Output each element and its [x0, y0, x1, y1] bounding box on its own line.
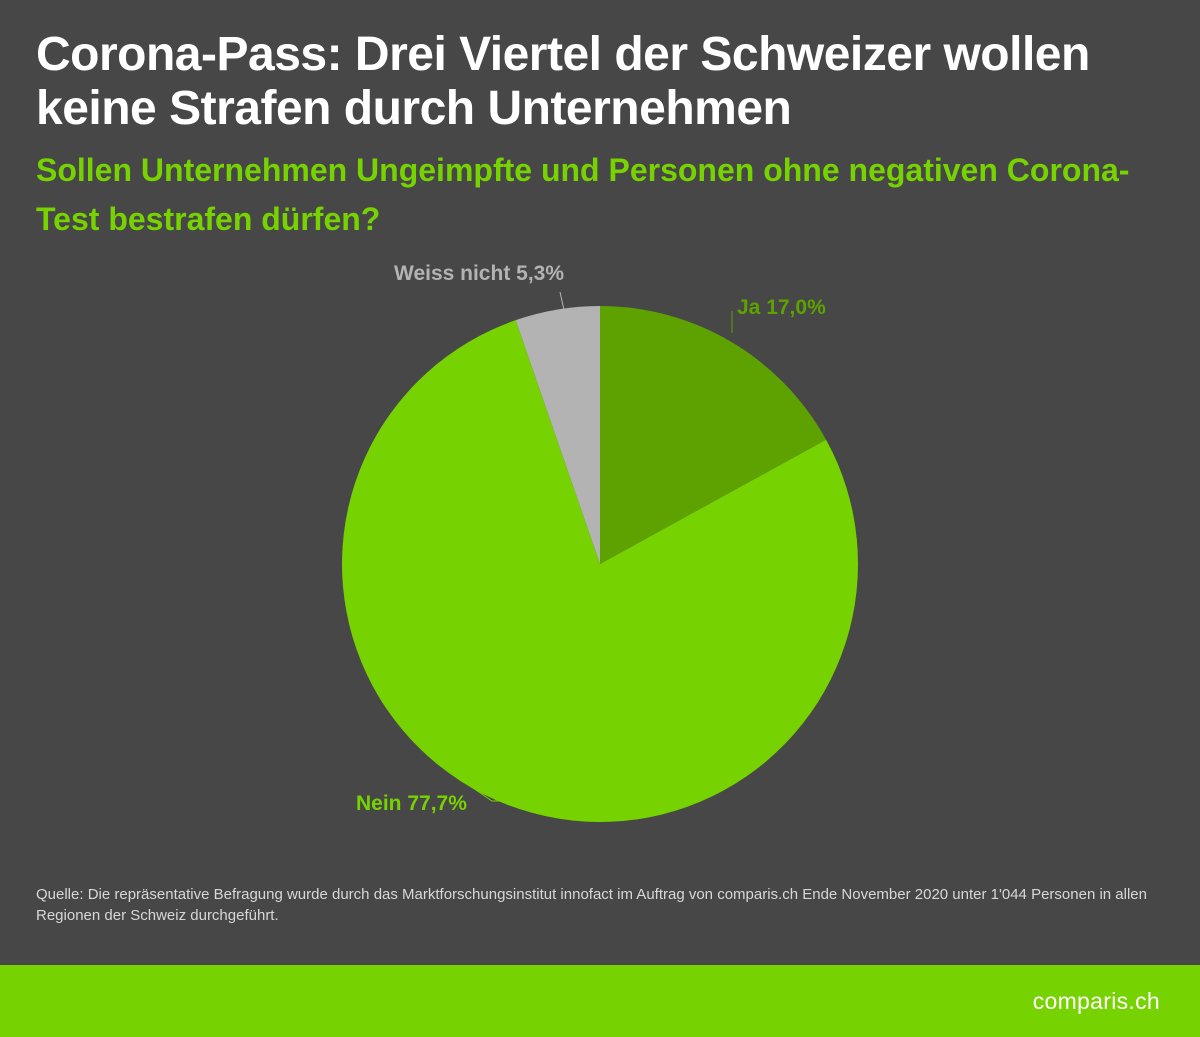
page-subtitle: Sollen Unternehmen Ungeimpfte und Person…: [36, 146, 1164, 245]
chart-area: Ja 17,0% Nein 77,7% Weiss nicht 5,3%: [36, 245, 1164, 884]
main-panel: Corona-Pass: Drei Viertel der Schweizer …: [0, 0, 1200, 965]
page-title: Corona-Pass: Drei Viertel der Schweizer …: [36, 28, 1164, 136]
page: Corona-Pass: Drei Viertel der Schweizer …: [0, 0, 1200, 1037]
pie-svg: [342, 306, 858, 822]
source-note: Quelle: Die repräsentative Befragung wur…: [36, 884, 1164, 946]
pie-chart: Ja 17,0%Nein 77,7%Weiss nicht 5,3%: [342, 306, 858, 822]
comparis-logo: comparis.ch: [1033, 988, 1160, 1015]
pie-label-ja: Ja 17,0%: [737, 296, 826, 320]
pie-label-weiss_nicht: Weiss nicht 5,3%: [394, 262, 564, 286]
pie-label-nein: Nein 77,7%: [356, 792, 467, 816]
footer-bar: comparis.ch: [0, 965, 1200, 1037]
